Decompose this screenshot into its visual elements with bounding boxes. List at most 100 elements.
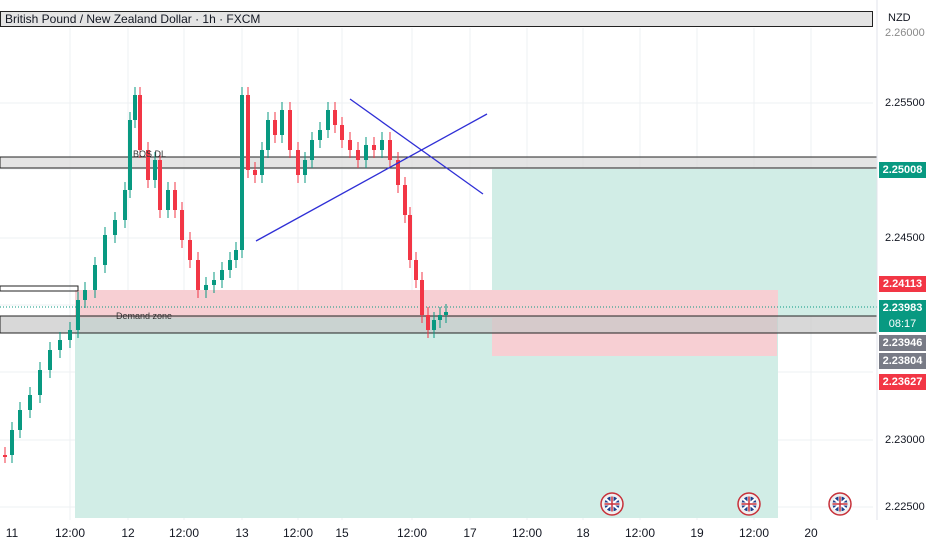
candle-body xyxy=(180,210,184,240)
candle-body xyxy=(38,370,42,395)
time-axis-label: 12:00 xyxy=(738,526,770,540)
time-axis-label: 12:00 xyxy=(54,526,86,540)
candle-body xyxy=(426,315,430,330)
uk-flag-icon[interactable] xyxy=(600,492,624,516)
demand-zone-marker[interactable] xyxy=(0,285,79,292)
candle-body xyxy=(280,110,284,135)
time-axis-label: 13 xyxy=(235,526,249,540)
candle-body xyxy=(146,150,150,180)
candle-body xyxy=(260,150,264,175)
candle-body xyxy=(414,260,418,280)
price-axis-label: 2.23000 xyxy=(885,434,925,446)
candle-body xyxy=(333,110,337,125)
candle-body xyxy=(228,260,232,270)
candle-body xyxy=(253,170,257,175)
price-tag-take-profit: 2.25008 xyxy=(879,162,926,178)
candle-body xyxy=(234,250,238,260)
candle-body xyxy=(196,260,200,290)
candle-body xyxy=(303,160,307,175)
candle-body xyxy=(372,145,376,150)
candle-body xyxy=(240,95,244,250)
time-axis-label: 11 xyxy=(5,526,19,540)
candle-body xyxy=(83,290,87,300)
time-axis-label: 15 xyxy=(335,526,349,540)
candle-body xyxy=(166,190,170,210)
currency-label[interactable]: NZD xyxy=(888,12,911,24)
candle-body xyxy=(340,125,344,140)
candle-body xyxy=(48,350,52,370)
candle-body xyxy=(212,280,216,285)
candle-body xyxy=(123,190,127,220)
candle-body xyxy=(128,120,132,190)
candle-body xyxy=(438,315,442,320)
candle-body xyxy=(266,120,270,150)
candle-body xyxy=(204,285,208,290)
candle-body xyxy=(396,160,400,185)
time-axis-label: 12:00 xyxy=(624,526,656,540)
candle-body xyxy=(356,150,360,160)
candle-countdown: 08:17 xyxy=(879,316,926,332)
time-axis-label: 17 xyxy=(463,526,477,540)
time-axis-label: 12:00 xyxy=(282,526,314,540)
price-tag-entry-low: 2.23627 xyxy=(879,374,926,390)
candle-body xyxy=(408,215,412,260)
time-axis-label: 12 xyxy=(121,526,135,540)
price-tag-last-price: 2.23983 xyxy=(879,300,926,316)
candle-body xyxy=(153,160,157,180)
candle-body xyxy=(310,140,314,160)
time-axis-label: 18 xyxy=(576,526,590,540)
candle-body xyxy=(220,270,224,280)
candle-body xyxy=(388,140,392,160)
candle-body xyxy=(326,110,330,130)
candle-body xyxy=(188,240,192,260)
trendlines[interactable] xyxy=(255,98,488,242)
trendline-support xyxy=(255,113,488,242)
candle-body xyxy=(113,220,117,235)
candle-body xyxy=(103,235,107,265)
candle-body xyxy=(18,410,22,430)
candle-body xyxy=(93,265,97,290)
candle-body xyxy=(420,280,424,315)
candle-body xyxy=(273,120,277,135)
symbol-title[interactable]: British Pound / New Zealand Dollar · 1h … xyxy=(0,11,873,27)
candlesticks xyxy=(3,87,448,463)
demand-zone-label: Demand zone xyxy=(116,311,173,321)
price-axis-label: 2.25500 xyxy=(885,97,925,109)
time-axis-label: 12:00 xyxy=(396,526,428,540)
price-axis-label-top: 2.26000 xyxy=(885,27,925,39)
trendline-resistance xyxy=(349,98,484,195)
time-axis-label: 19 xyxy=(690,526,704,540)
candle-body xyxy=(158,160,162,210)
candle-body xyxy=(246,95,250,170)
candle-body xyxy=(296,150,300,175)
price-tag-zone-low: 2.23804 xyxy=(879,353,926,369)
price-axis-label: 2.24500 xyxy=(885,232,925,244)
time-axis-label: 12:00 xyxy=(168,526,200,540)
uk-flag-icon[interactable] xyxy=(828,492,852,516)
candle-body xyxy=(288,110,292,150)
candle-body xyxy=(138,95,142,150)
candle-body xyxy=(348,140,352,150)
time-axis-label: 12:00 xyxy=(511,526,543,540)
candle-body xyxy=(58,340,62,350)
candle-body xyxy=(380,140,384,150)
bos-label: BOS DL xyxy=(133,149,167,159)
candle-body xyxy=(133,95,137,120)
candle-body xyxy=(68,330,72,340)
uk-flag-icon[interactable] xyxy=(737,492,761,516)
price-tag-stop: 2.24113 xyxy=(879,276,926,292)
candle-body xyxy=(28,395,32,410)
price-axis-label: 2.22500 xyxy=(885,501,925,513)
candle-body xyxy=(3,455,7,457)
candle-body xyxy=(318,130,322,140)
candle-body xyxy=(364,145,368,160)
loss-zone[interactable] xyxy=(75,290,778,318)
candle-body xyxy=(403,185,407,215)
price-tag-zone-high: 2.23946 xyxy=(879,335,926,351)
candle-body xyxy=(173,190,177,210)
time-axis-label: 20 xyxy=(804,526,818,540)
candle-body xyxy=(444,312,448,315)
candle-body xyxy=(76,300,80,330)
candle-body xyxy=(432,320,436,330)
